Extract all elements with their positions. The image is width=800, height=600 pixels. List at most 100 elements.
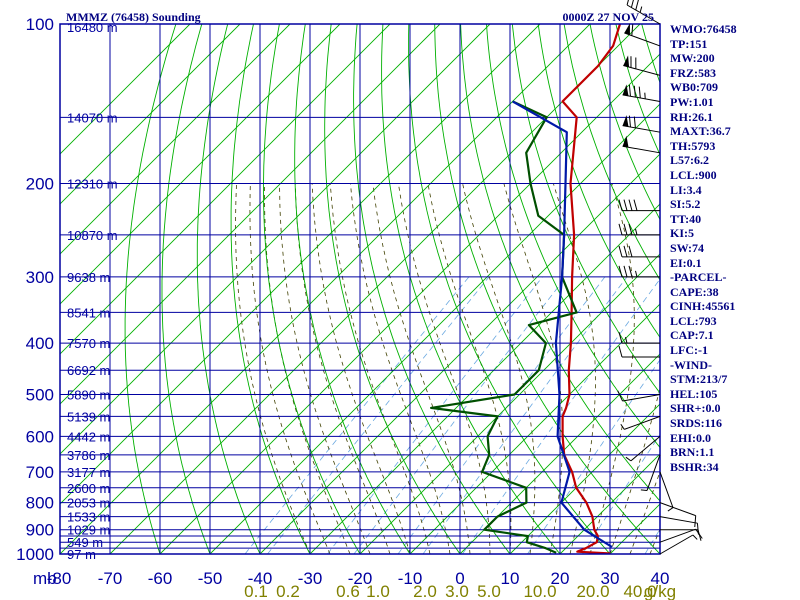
sounding-index: HEL:105 — [670, 386, 718, 401]
sounding-index: LCL:793 — [670, 313, 717, 328]
pressure-tick-label: 100 — [26, 15, 54, 34]
isotherm-line — [60, 24, 491, 455]
dry-adiabat-line — [124, 24, 177, 554]
mixing-ratio-label: 0.1 — [244, 582, 268, 600]
isotherm-line — [60, 24, 591, 554]
mixing-ratio-label: g/kg — [644, 582, 676, 600]
temperature-tick-label: -50 — [198, 569, 223, 588]
height-label: 10870 m — [67, 228, 118, 243]
temperature-tick-label: 0 — [455, 569, 464, 588]
sounding-series — [430, 24, 622, 554]
sounding-index: BSHR:34 — [670, 459, 719, 474]
height-label: 8541 m — [67, 305, 110, 320]
dry-adiabat-line — [230, 24, 311, 554]
sounding-index: KI:5 — [670, 226, 694, 241]
sounding-index: SW:74 — [670, 240, 705, 255]
moist-adiabat-line — [398, 183, 491, 554]
isotherm-line — [209, 103, 660, 554]
sounding-index: MAXT:36.7 — [670, 124, 731, 139]
isobars — [60, 24, 660, 554]
temperature-tick-label: -60 — [148, 569, 173, 588]
station-title: MMMZ (76458) Sounding — [66, 10, 201, 24]
pressure-axis-unit: mb — [33, 569, 57, 588]
wind-barb — [659, 502, 697, 528]
sounding-index: BRN:1.1 — [670, 445, 715, 460]
sounding-index: MW:200 — [670, 51, 715, 66]
moist-adiabat-line — [330, 183, 431, 554]
dry-adiabat-line — [263, 24, 361, 554]
mixing-ratio-label: 10.0 — [523, 582, 556, 600]
mixing-ratio-label: 5.0 — [477, 582, 501, 600]
mixing-ratio-line — [582, 433, 660, 554]
sounding-index: STM:213/7 — [670, 372, 728, 387]
isotherm-line — [60, 24, 241, 205]
wind-barb — [617, 390, 661, 402]
wind-barb — [624, 23, 661, 47]
sounding-index: CAPE:38 — [670, 284, 719, 299]
isotherm-line — [159, 53, 660, 554]
temperature-tick-label: 30 — [601, 569, 620, 588]
mixing-ratio-label: 3.0 — [445, 582, 469, 600]
sounding-index: SRDS:116 — [670, 416, 723, 431]
height-label: 5139 m — [67, 409, 110, 424]
pressure-tick-label: 800 — [26, 494, 54, 513]
wind-barb — [659, 471, 674, 512]
isotherm-line — [60, 24, 191, 155]
dewpoint-profile — [430, 100, 578, 554]
height-label: 7570 m — [67, 336, 110, 351]
height-label: 2600 m — [67, 481, 110, 496]
wind-barb — [623, 55, 661, 76]
temperature-tick-label: 40 — [651, 569, 670, 588]
isotherm-line — [359, 253, 660, 554]
wind-barb — [626, 0, 661, 25]
wind-barbs — [617, 0, 703, 555]
moist-adiabat-line — [462, 183, 536, 554]
moist-adiabat-line — [279, 183, 371, 554]
sounding-index: TT:40 — [670, 211, 702, 226]
temperature-tick-label: -20 — [348, 569, 373, 588]
moist-adiabat-line — [264, 183, 351, 554]
isotherm-line — [409, 303, 660, 554]
temperature-tick-label: -70 — [98, 569, 123, 588]
height-label: 9638 m — [67, 270, 110, 285]
pressure-tick-label: 200 — [26, 175, 54, 194]
height-label: 1029 m — [67, 523, 110, 538]
temperature-profile — [561, 24, 622, 554]
moist-adiabat-line — [503, 183, 564, 554]
plot-border — [59, 23, 661, 555]
sounding-index: LCL:900 — [670, 167, 717, 182]
sounding-index: SHR+:0.0 — [670, 401, 721, 416]
isotherm-line — [259, 153, 660, 554]
height-label: 97 m — [67, 547, 96, 562]
wind-barb — [659, 534, 698, 555]
temperature-tick-label: -80 — [47, 569, 72, 588]
wind-barb — [622, 115, 661, 133]
sounding-timestamp: 0000Z 27 NOV 25 — [563, 10, 654, 24]
moist-adiabat-line — [629, 470, 660, 554]
sounding-index: WMO:76458 — [670, 22, 737, 36]
sounding-index: WB0:709 — [670, 80, 718, 95]
pressure-tick-label: 900 — [26, 521, 54, 540]
pressure-tick-label: 500 — [26, 385, 54, 404]
height-label: 6692 m — [67, 363, 110, 378]
height-label: 3177 m — [67, 465, 110, 480]
sounding-index: CINH:45561 — [670, 299, 736, 314]
temperature-tick-label: 20 — [551, 569, 570, 588]
mixing-ratio-label: 40.0 — [623, 582, 656, 600]
parcel-profile — [512, 100, 613, 548]
mixing-ratio-label: 20.0 — [576, 582, 609, 600]
sounding-index: LI:3.4 — [670, 182, 702, 197]
moist-adiabat-line — [372, 183, 471, 554]
height-label: 1533 m — [67, 510, 110, 525]
sounding-index: TH:5793 — [670, 138, 716, 153]
moist-adiabat-line — [311, 183, 411, 554]
sounding-index: EHI:0.0 — [670, 430, 712, 445]
wind-barb — [622, 135, 661, 154]
sounding-index: L57:6.2 — [670, 153, 709, 168]
sounding-index: LFC:-1 — [670, 343, 708, 358]
moist-adiabat-line — [427, 183, 512, 554]
isotherm-line — [60, 24, 341, 305]
dry-adiabat-line — [161, 24, 211, 554]
height-label: 14070 m — [67, 110, 118, 125]
